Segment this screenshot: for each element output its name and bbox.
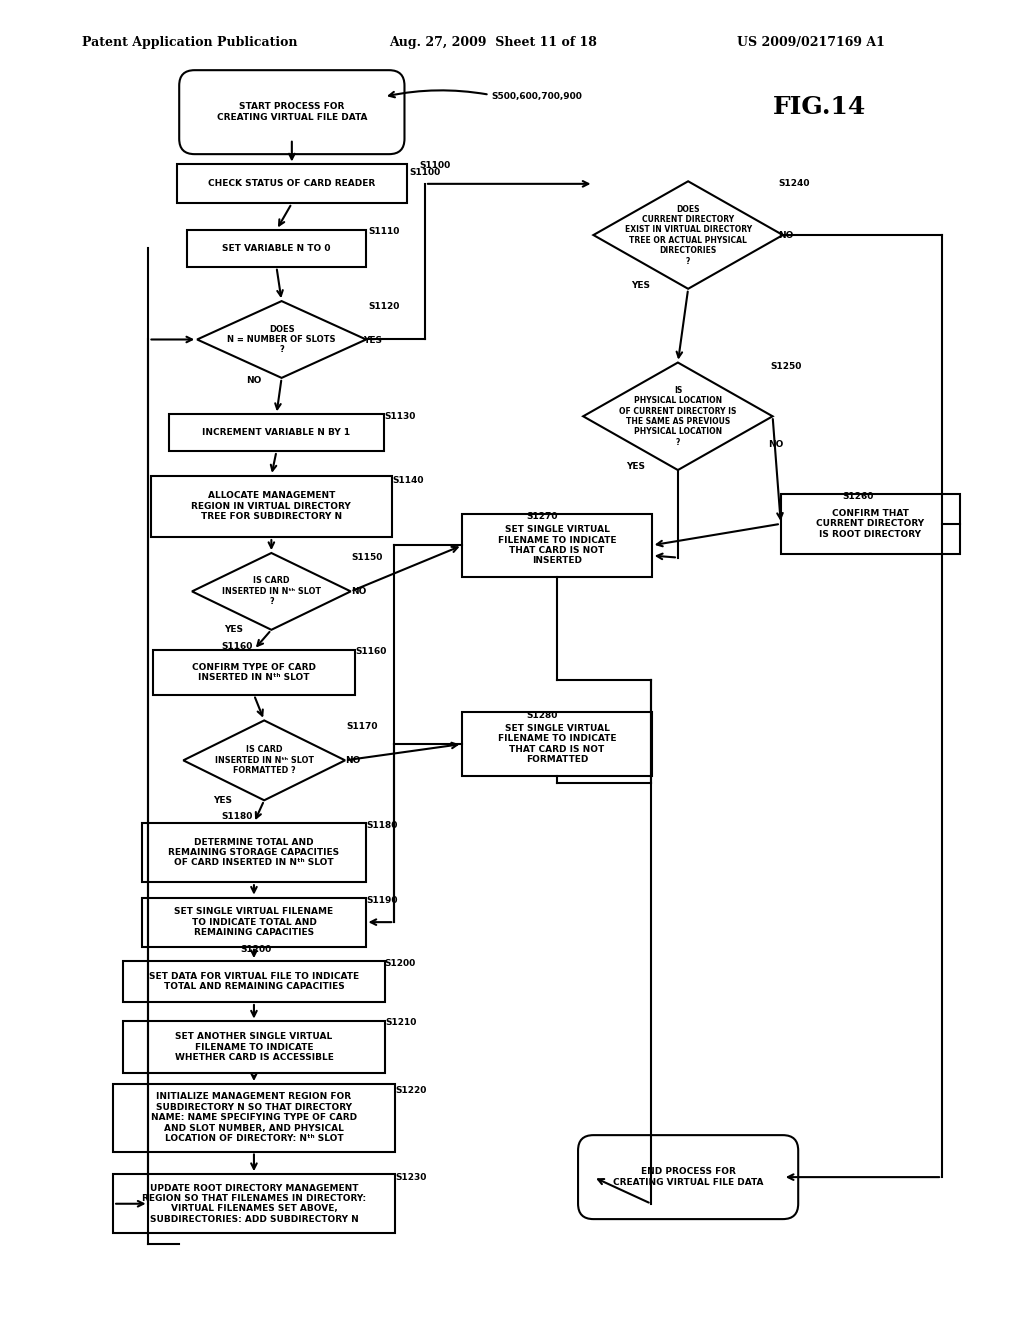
- Text: SET SINGLE VIRTUAL
FILENAME TO INDICATE
THAT CARD IS NOT
FORMATTED: SET SINGLE VIRTUAL FILENAME TO INDICATE …: [498, 723, 616, 764]
- FancyBboxPatch shape: [123, 1022, 385, 1073]
- Text: CONFIRM TYPE OF CARD
INSERTED IN Nᵗʰ SLOT: CONFIRM TYPE OF CARD INSERTED IN Nᵗʰ SLO…: [191, 663, 316, 682]
- FancyBboxPatch shape: [113, 1173, 395, 1233]
- Text: S1220: S1220: [395, 1085, 427, 1094]
- FancyBboxPatch shape: [463, 713, 652, 776]
- Text: YES: YES: [223, 624, 243, 634]
- FancyBboxPatch shape: [152, 475, 391, 537]
- Text: Patent Application Publication: Patent Application Publication: [82, 36, 297, 49]
- FancyBboxPatch shape: [113, 1084, 395, 1151]
- Text: SET DATA FOR VIRTUAL FILE TO INDICATE
TOTAL AND REMAINING CAPACITIES: SET DATA FOR VIRTUAL FILE TO INDICATE TO…: [148, 972, 359, 991]
- Text: IS CARD
INSERTED IN Nᵗʰ SLOT
?: IS CARD INSERTED IN Nᵗʰ SLOT ?: [222, 577, 321, 606]
- Text: US 2009/0217169 A1: US 2009/0217169 A1: [737, 36, 885, 49]
- Text: NO: NO: [768, 441, 783, 449]
- Polygon shape: [193, 553, 350, 630]
- Text: YES: YES: [213, 796, 232, 805]
- FancyBboxPatch shape: [578, 1135, 799, 1220]
- Text: NO: NO: [778, 231, 794, 239]
- Text: FIG.14: FIG.14: [772, 95, 866, 119]
- FancyBboxPatch shape: [176, 165, 407, 203]
- Text: S1250: S1250: [770, 362, 802, 371]
- Text: S1200: S1200: [240, 945, 271, 954]
- Text: S1180: S1180: [221, 812, 253, 821]
- FancyBboxPatch shape: [463, 513, 652, 577]
- Text: NO: NO: [351, 587, 367, 595]
- Text: CHECK STATUS OF CARD READER: CHECK STATUS OF CARD READER: [208, 180, 376, 189]
- Text: IS CARD
INSERTED IN Nᵗʰ SLOT
FORMATTED ?: IS CARD INSERTED IN Nᵗʰ SLOT FORMATTED ?: [215, 746, 313, 775]
- Text: DOES
CURRENT DIRECTORY
EXIST IN VIRTUAL DIRECTORY
TREE OR ACTUAL PHYSICAL
DIRECT: DOES CURRENT DIRECTORY EXIST IN VIRTUAL …: [625, 205, 752, 265]
- Text: S1170: S1170: [346, 722, 378, 731]
- Text: S1120: S1120: [369, 302, 400, 312]
- Text: SET SINGLE VIRTUAL
FILENAME TO INDICATE
THAT CARD IS NOT
INSERTED: SET SINGLE VIRTUAL FILENAME TO INDICATE …: [498, 525, 616, 565]
- Text: IS
PHYSICAL LOCATION
OF CURRENT DIRECTORY IS
THE SAME AS PREVIOUS
PHYSICAL LOCAT: IS PHYSICAL LOCATION OF CURRENT DIRECTOR…: [620, 385, 736, 446]
- Text: S1190: S1190: [367, 896, 398, 906]
- FancyBboxPatch shape: [123, 961, 385, 1002]
- FancyBboxPatch shape: [142, 822, 366, 882]
- Text: CONFIRM THAT
CURRENT DIRECTORY
IS ROOT DIRECTORY: CONFIRM THAT CURRENT DIRECTORY IS ROOT D…: [816, 510, 925, 539]
- FancyBboxPatch shape: [169, 414, 384, 451]
- Text: S1110: S1110: [369, 227, 400, 236]
- Text: S1130: S1130: [384, 412, 416, 421]
- Polygon shape: [584, 363, 773, 470]
- FancyBboxPatch shape: [187, 230, 367, 267]
- Text: YES: YES: [631, 281, 650, 289]
- FancyBboxPatch shape: [780, 494, 961, 553]
- Text: S1240: S1240: [778, 180, 810, 189]
- Text: S1210: S1210: [385, 1018, 417, 1027]
- Text: S1100: S1100: [410, 168, 440, 177]
- Text: S1270: S1270: [526, 512, 558, 521]
- Text: START PROCESS FOR
CREATING VIRTUAL FILE DATA: START PROCESS FOR CREATING VIRTUAL FILE …: [217, 103, 367, 121]
- Text: INITIALIZE MANAGEMENT REGION FOR
SUBDIRECTORY N SO THAT DIRECTORY
NAME: NAME SPE: INITIALIZE MANAGEMENT REGION FOR SUBDIRE…: [151, 1093, 357, 1143]
- Polygon shape: [197, 301, 367, 378]
- Text: S1180: S1180: [367, 821, 398, 830]
- Text: INCREMENT VARIABLE N BY 1: INCREMENT VARIABLE N BY 1: [203, 428, 350, 437]
- Text: ALLOCATE MANAGEMENT
REGION IN VIRTUAL DIRECTORY
TREE FOR SUBDIRECTORY N: ALLOCATE MANAGEMENT REGION IN VIRTUAL DI…: [191, 491, 351, 521]
- Text: SET VARIABLE N TO 0: SET VARIABLE N TO 0: [222, 244, 331, 253]
- Text: SET ANOTHER SINGLE VIRTUAL
FILENAME TO INDICATE
WHETHER CARD IS ACCESSIBLE: SET ANOTHER SINGLE VIRTUAL FILENAME TO I…: [174, 1032, 334, 1063]
- Polygon shape: [183, 721, 345, 800]
- Text: S500,600,700,900: S500,600,700,900: [492, 92, 583, 102]
- Text: S1200: S1200: [384, 958, 416, 968]
- Text: UPDATE ROOT DIRECTORY MANAGEMENT
REGION SO THAT FILENAMES IN DIRECTORY:
VIRTUAL : UPDATE ROOT DIRECTORY MANAGEMENT REGION …: [142, 1184, 366, 1224]
- Text: SET SINGLE VIRTUAL FILENAME
TO INDICATE TOTAL AND
REMAINING CAPACITIES: SET SINGLE VIRTUAL FILENAME TO INDICATE …: [174, 907, 334, 937]
- FancyBboxPatch shape: [153, 649, 355, 694]
- Text: S1260: S1260: [843, 491, 873, 500]
- Text: S1150: S1150: [351, 553, 383, 562]
- Text: S1100: S1100: [420, 161, 452, 170]
- Text: NO: NO: [345, 756, 360, 764]
- Text: YES: YES: [626, 462, 645, 471]
- Polygon shape: [594, 181, 783, 289]
- Text: S1160: S1160: [221, 643, 253, 651]
- Text: S1160: S1160: [355, 647, 387, 656]
- Text: S1280: S1280: [526, 710, 558, 719]
- Text: END PROCESS FOR
CREATING VIRTUAL FILE DATA: END PROCESS FOR CREATING VIRTUAL FILE DA…: [613, 1167, 763, 1187]
- Text: S1230: S1230: [395, 1172, 427, 1181]
- Text: NO: NO: [246, 376, 262, 385]
- Text: Aug. 27, 2009  Sheet 11 of 18: Aug. 27, 2009 Sheet 11 of 18: [389, 36, 597, 49]
- FancyBboxPatch shape: [142, 898, 366, 946]
- Text: YES: YES: [364, 337, 383, 345]
- FancyBboxPatch shape: [179, 70, 404, 154]
- Text: S1140: S1140: [392, 477, 424, 486]
- Text: DOES
N = NUMBER OF SLOTS
?: DOES N = NUMBER OF SLOTS ?: [227, 325, 336, 354]
- Text: DETERMINE TOTAL AND
REMAINING STORAGE CAPACITIES
OF CARD INSERTED IN Nᵗʰ SLOT: DETERMINE TOTAL AND REMAINING STORAGE CA…: [168, 838, 340, 867]
